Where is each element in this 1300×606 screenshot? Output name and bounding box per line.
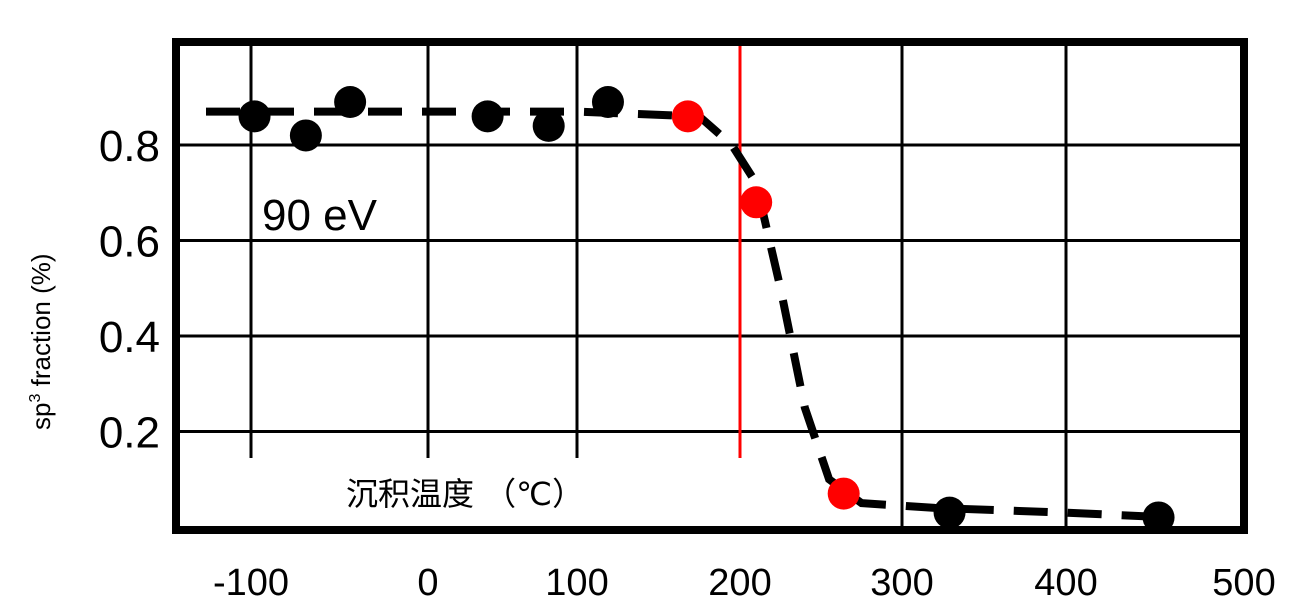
data-point [827,477,860,510]
dashed-trend-curve [206,107,1173,522]
data-point [289,119,322,152]
x-tick-label: -100 [213,562,289,604]
x-tick-label: 0 [417,562,438,604]
annotation-90ev: 90 eV [262,191,378,240]
data-point [933,496,966,529]
x-tick-label: 400 [1034,562,1097,604]
y-tick-label: 0.4 [99,313,160,362]
x-tick-label: 300 [870,562,933,604]
data-point [471,100,504,133]
plot-frame [172,38,1248,534]
data-point [740,186,773,219]
data-points [238,86,1175,534]
data-point [591,86,624,119]
data-point [238,100,271,133]
x-tick-label: 100 [545,562,608,604]
data-point [532,109,565,142]
y-tick-label: 0.8 [99,122,160,171]
y-axis-label: sp3 fraction (%) [26,253,56,430]
data-point [671,100,704,133]
y-tick-label: 0.2 [99,409,160,458]
x-axis-label: 沉积温度 （℃） [346,475,584,513]
x-tick-labels: -100 0 100 200 300 400 500 [213,562,1276,604]
y-tick-label: 0.6 [99,218,160,267]
x-tick-label: 500 [1212,562,1275,604]
data-point [334,86,367,119]
data-point [1142,501,1175,534]
y-tick-labels: 0.2 0.4 0.6 0.8 [99,122,160,458]
x-tick-label: 200 [708,562,771,604]
